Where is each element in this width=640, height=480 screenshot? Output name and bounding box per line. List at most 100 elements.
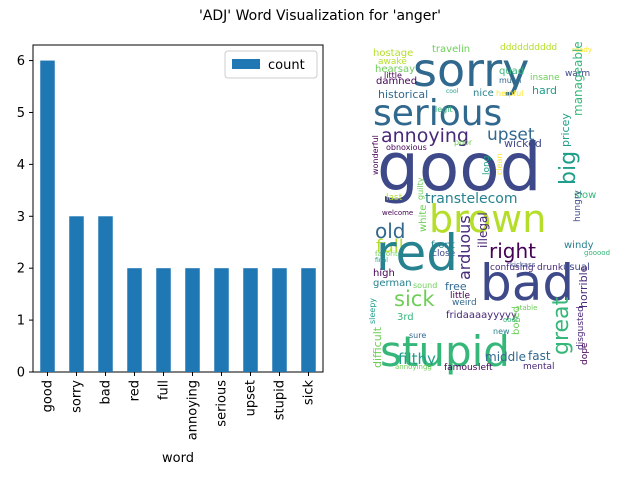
word-cloud-word: 3rd xyxy=(397,312,414,323)
bar-upset xyxy=(243,268,258,372)
word-cloud-word: illegal xyxy=(476,212,490,248)
word-cloud-word: full xyxy=(376,236,404,257)
word-cloud-word: hard xyxy=(532,84,557,97)
bar-annoying xyxy=(185,268,200,372)
word-cloud-word: confusing xyxy=(490,263,534,273)
word-cloud-word: right xyxy=(489,239,536,263)
word-cloud-word: disgusted xyxy=(576,306,586,350)
word-cloud-word: new xyxy=(493,327,510,336)
word-cloud-word: warm xyxy=(565,69,590,79)
x-tick-label: bad xyxy=(99,380,114,404)
word-cloud-word: clean xyxy=(495,153,504,175)
bar-full xyxy=(156,268,171,372)
x-tick-label: full xyxy=(157,380,172,400)
x-tick-label: annoying xyxy=(186,380,201,440)
word-cloud-word: dope xyxy=(580,342,590,365)
legend-box xyxy=(224,50,318,79)
word-cloud-word: bad xyxy=(480,254,574,312)
word-cloud-word: poor xyxy=(454,138,473,147)
word-cloud-word: gooood xyxy=(584,249,610,257)
word-cloud-word: free xyxy=(445,280,467,293)
word-cloud-word: arduous xyxy=(455,215,474,280)
word-cloud-word: sick xyxy=(394,287,435,311)
word-cloud-word: good xyxy=(377,129,542,206)
y-tick-label: 4 xyxy=(17,158,25,173)
word-cloud-word: upset xyxy=(487,125,535,145)
y-tick-label: 0 xyxy=(17,366,25,381)
word-cloud-word: last xyxy=(386,193,403,203)
word-cloud-word: fast xyxy=(528,349,551,363)
word-cloud-word: little xyxy=(450,291,471,301)
word-cloud-word: pricey xyxy=(559,113,572,147)
word-cloud-word: white xyxy=(418,205,429,232)
word-cloud-word: red xyxy=(376,224,458,282)
word-cloud-word: historical xyxy=(378,88,428,101)
word-cloud-word: hostage xyxy=(373,48,413,59)
word-cloud-word: wicked xyxy=(504,137,542,150)
x-tick-label: sick xyxy=(302,380,317,406)
word-cloud-word: hearsay xyxy=(375,64,415,75)
word-cloud-word: brown xyxy=(429,197,546,241)
word-cloud-word: stupid xyxy=(380,327,510,376)
word-cloud-word: damned xyxy=(376,76,417,87)
word-cloud-word: horrible xyxy=(577,265,590,308)
legend: count xyxy=(224,50,318,79)
word-cloud-word: german xyxy=(373,278,412,289)
bar-good xyxy=(40,60,55,372)
y-tick-label: 6 xyxy=(17,54,25,69)
word-cloud-word: middle xyxy=(485,350,526,364)
word-cloud-word: kickass xyxy=(510,261,536,269)
bar-stupid xyxy=(272,268,287,372)
bar-sick xyxy=(301,268,316,372)
word-cloud-word: helpful xyxy=(496,89,523,98)
word-cloud-word: bored xyxy=(511,306,522,335)
legend-label: count xyxy=(268,58,305,73)
word-cloud-word: long xyxy=(482,156,492,175)
bar-red xyxy=(127,268,142,372)
word-cloud-word: favorite xyxy=(375,250,402,258)
word-cloud-word: insane xyxy=(530,73,560,83)
y-tick-label: 2 xyxy=(17,262,25,277)
word-cloud-word: famous xyxy=(444,363,478,373)
word-cloud-word: annoyingg xyxy=(395,363,432,371)
word-cloud-word: stable xyxy=(516,304,537,312)
word-cloud-word: sure xyxy=(409,331,426,340)
x-tick-label: good xyxy=(41,380,56,412)
word-cloud-word: weird xyxy=(452,298,477,308)
word-cloud-word: little xyxy=(384,71,402,80)
word-cloud-word: awake xyxy=(378,57,407,67)
y-tick-label: 1 xyxy=(17,314,25,329)
word-cloud-word: difficult xyxy=(371,326,384,368)
x-tick-label: red xyxy=(128,380,143,401)
y-tick-label: 3 xyxy=(17,210,25,225)
word-cloud-word: final xyxy=(375,257,388,264)
bar-bad xyxy=(98,216,113,372)
word-cloud-word: travelin xyxy=(432,44,470,55)
y-tick-label: 5 xyxy=(17,106,25,121)
word-cloud-word: cool xyxy=(446,88,459,95)
word-cloud-word: drunk xyxy=(537,263,564,273)
x-tick-label: stupid xyxy=(273,380,288,420)
word-cloud-word: mental xyxy=(523,362,555,372)
word-cloud-word: old xyxy=(375,219,406,243)
word-cloud-word: manageable xyxy=(571,41,585,116)
word-cloud-word: obnoxious xyxy=(386,143,427,152)
word-cloud-word: nice xyxy=(473,88,494,99)
word-cloud-word: ready xyxy=(572,46,592,54)
word-cloud-word: welcome xyxy=(382,209,413,217)
word-cloud-word: great xyxy=(549,296,574,355)
word-cloud-word: usual xyxy=(563,262,590,273)
word-cloud-word: slow xyxy=(574,190,596,201)
word-cloud-word: sound xyxy=(413,281,437,290)
x-tick-label: serious xyxy=(215,380,230,427)
word-cloud-word: left xyxy=(478,363,493,373)
x-tick-label: sorry xyxy=(70,380,85,413)
word-cloud-word: front xyxy=(431,240,455,251)
word-cloud-word: high xyxy=(373,268,395,279)
word-cloud-word: quad xyxy=(499,66,524,77)
word-cloud-word: hungry xyxy=(573,189,583,222)
word-cloud-word: dddddddddd xyxy=(500,43,557,53)
word-cloud-word: close xyxy=(432,249,456,259)
